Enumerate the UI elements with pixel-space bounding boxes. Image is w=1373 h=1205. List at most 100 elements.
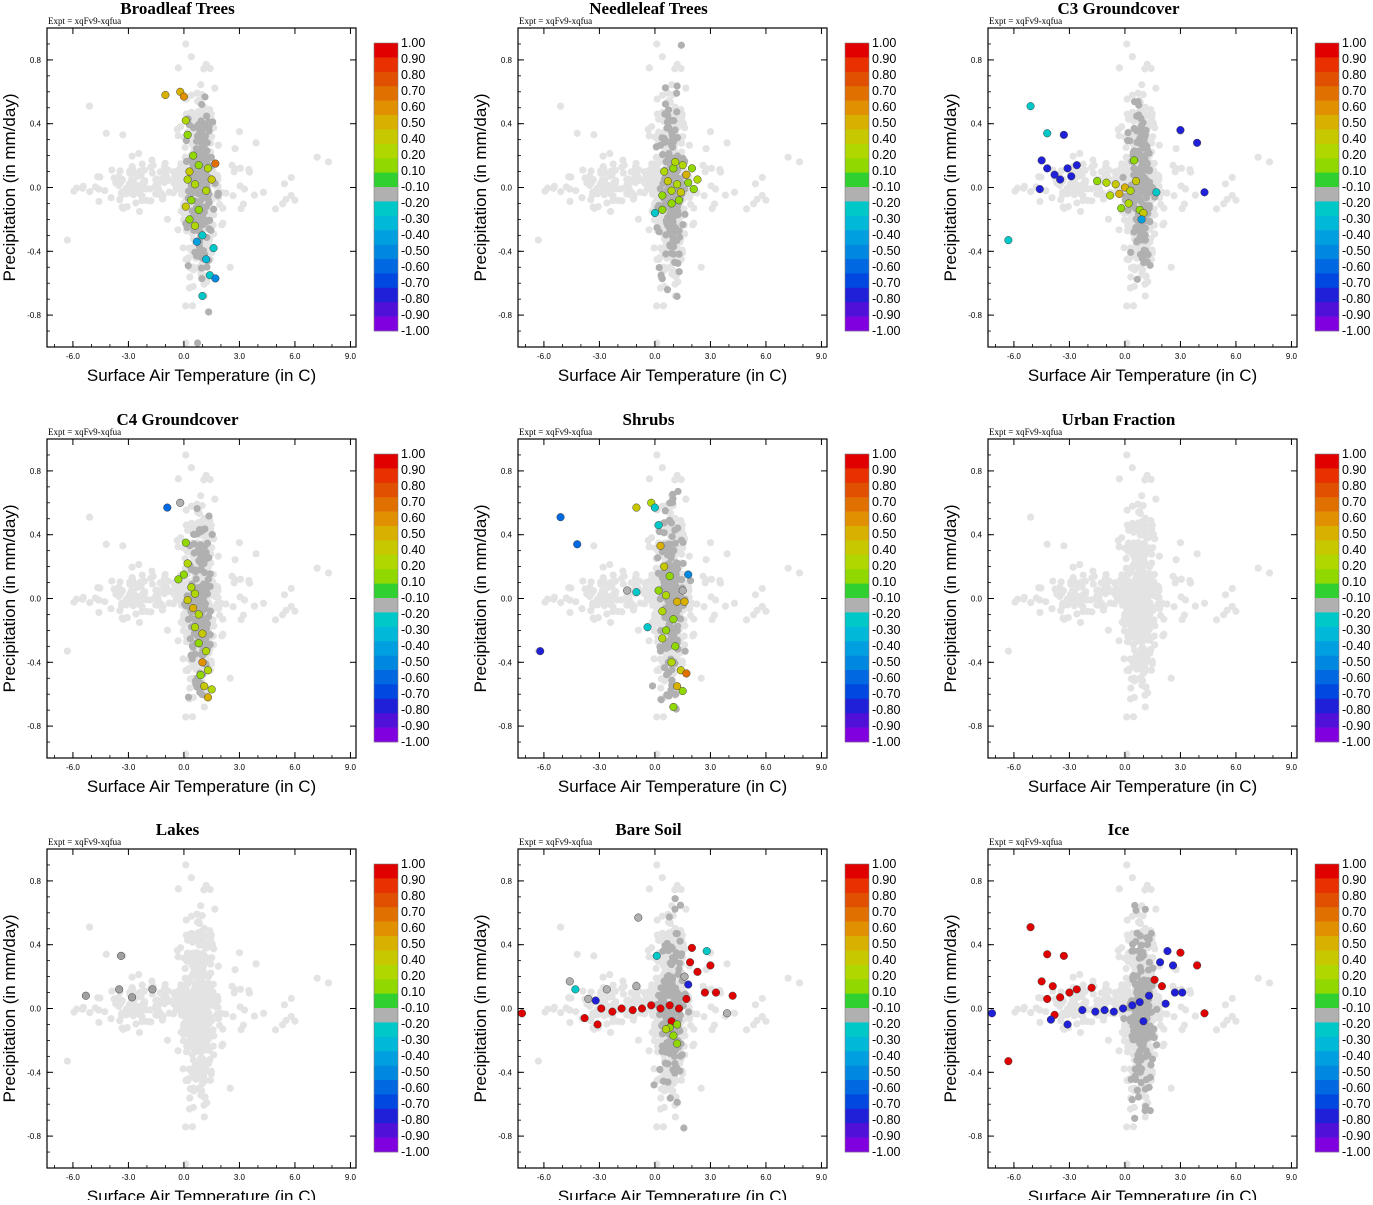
signal-point bbox=[653, 224, 660, 231]
bg-point bbox=[238, 205, 245, 212]
bg-point bbox=[219, 631, 226, 638]
bg-point bbox=[1123, 565, 1130, 572]
colorbar-label: 0.90 bbox=[872, 52, 896, 66]
bg-point bbox=[237, 593, 244, 600]
bg-point bbox=[698, 675, 705, 682]
bg-point bbox=[103, 541, 110, 548]
signal-point bbox=[201, 542, 208, 549]
bg-point bbox=[291, 608, 298, 615]
colorbar-swatch bbox=[374, 173, 398, 188]
bg-point bbox=[1102, 170, 1109, 177]
data-point bbox=[662, 627, 670, 635]
colorbar-swatch bbox=[374, 273, 398, 288]
x-tick-label: -3.0 bbox=[122, 763, 136, 772]
signal-point bbox=[207, 607, 214, 614]
data-point bbox=[1153, 188, 1161, 196]
bg-point bbox=[607, 619, 614, 626]
y-tick-label: -0.4 bbox=[968, 247, 982, 256]
colorbar-label: 0.60 bbox=[1342, 100, 1366, 114]
data-point bbox=[1117, 204, 1125, 212]
bg-point bbox=[119, 542, 126, 549]
y-tick-label: 0.8 bbox=[501, 56, 513, 65]
colorbar-swatch bbox=[845, 317, 869, 332]
bg-point bbox=[731, 189, 738, 196]
bg-point bbox=[653, 750, 660, 757]
data-point bbox=[690, 185, 698, 193]
y-axis-label: Precipitation (in mm/day) bbox=[0, 93, 19, 281]
bg-point bbox=[1011, 188, 1018, 195]
expt-label: Expt = xqFv9-xqfua bbox=[48, 16, 121, 26]
data-point bbox=[195, 161, 203, 169]
colorbar-swatch bbox=[1315, 57, 1339, 72]
bg-point bbox=[1125, 256, 1132, 263]
x-tick-label: -3.0 bbox=[593, 352, 607, 361]
signal-point bbox=[1126, 137, 1133, 144]
colorbar-label: -0.70 bbox=[401, 276, 430, 290]
signal-point bbox=[207, 227, 214, 234]
signal-point bbox=[210, 206, 217, 213]
bg-point bbox=[211, 496, 218, 503]
bg-point bbox=[1127, 284, 1134, 291]
colorbar-label: 0.40 bbox=[872, 543, 896, 557]
bg-point bbox=[1037, 584, 1044, 591]
bg-point bbox=[653, 451, 660, 458]
colorbar-swatch bbox=[845, 129, 869, 144]
bg-point bbox=[182, 750, 189, 757]
x-tick-label: -6.0 bbox=[66, 763, 80, 772]
signal-point bbox=[660, 579, 667, 586]
bg-point bbox=[557, 103, 564, 110]
bg-point bbox=[120, 188, 127, 195]
bg-point bbox=[612, 578, 619, 585]
bg-point bbox=[1144, 278, 1151, 285]
signal-point bbox=[209, 531, 216, 538]
colorbar-label: 0.50 bbox=[401, 527, 425, 541]
colorbar-label: 0.20 bbox=[401, 148, 425, 162]
colorbar-swatch bbox=[845, 512, 869, 527]
colorbar-label: 0.40 bbox=[872, 132, 896, 146]
bg-point bbox=[682, 496, 689, 503]
bg-point bbox=[1133, 666, 1140, 673]
bg-point bbox=[567, 584, 574, 591]
signal-point bbox=[214, 192, 221, 199]
bg-point bbox=[1076, 561, 1083, 568]
bg-point bbox=[678, 476, 685, 483]
bg-point bbox=[161, 590, 168, 597]
bg-point bbox=[281, 180, 288, 187]
bg-point bbox=[1123, 713, 1130, 720]
colorbar-swatch bbox=[374, 216, 398, 231]
colorbar-swatch bbox=[1315, 288, 1339, 303]
signal-point bbox=[679, 221, 686, 228]
signal-point bbox=[663, 217, 670, 224]
colorbar-swatch bbox=[845, 497, 869, 512]
colorbar-label: -0.70 bbox=[872, 276, 901, 290]
bg-point bbox=[1152, 85, 1159, 92]
bg-point bbox=[130, 599, 137, 606]
data-point bbox=[623, 587, 631, 595]
bg-point bbox=[606, 561, 613, 568]
bg-point bbox=[1151, 160, 1158, 167]
signal-point bbox=[661, 529, 668, 536]
bg-point bbox=[211, 85, 218, 92]
bg-point bbox=[1149, 133, 1156, 140]
y-tick-label: 0.4 bbox=[30, 531, 42, 540]
colorbar-swatch bbox=[845, 584, 869, 599]
signal-point bbox=[1125, 207, 1132, 214]
colorbar-swatch bbox=[845, 569, 869, 584]
y-tick-label: -0.4 bbox=[498, 247, 512, 256]
bg-point bbox=[653, 339, 660, 346]
bg-point bbox=[674, 278, 681, 285]
bg-point bbox=[182, 339, 189, 346]
bg-point bbox=[1163, 600, 1170, 607]
colorbar-label: -0.30 bbox=[872, 623, 901, 637]
bg-point bbox=[612, 167, 619, 174]
signal-point bbox=[1140, 259, 1147, 266]
colorbar-label: -0.30 bbox=[401, 623, 430, 637]
data-point bbox=[210, 244, 218, 252]
bg-point bbox=[1077, 208, 1084, 215]
signal-point bbox=[199, 126, 206, 133]
bg-point bbox=[1093, 593, 1100, 600]
y-tick-label: 0.4 bbox=[30, 120, 42, 129]
bg-point bbox=[557, 188, 564, 195]
data-point bbox=[1201, 188, 1209, 196]
bg-point bbox=[1146, 563, 1153, 570]
